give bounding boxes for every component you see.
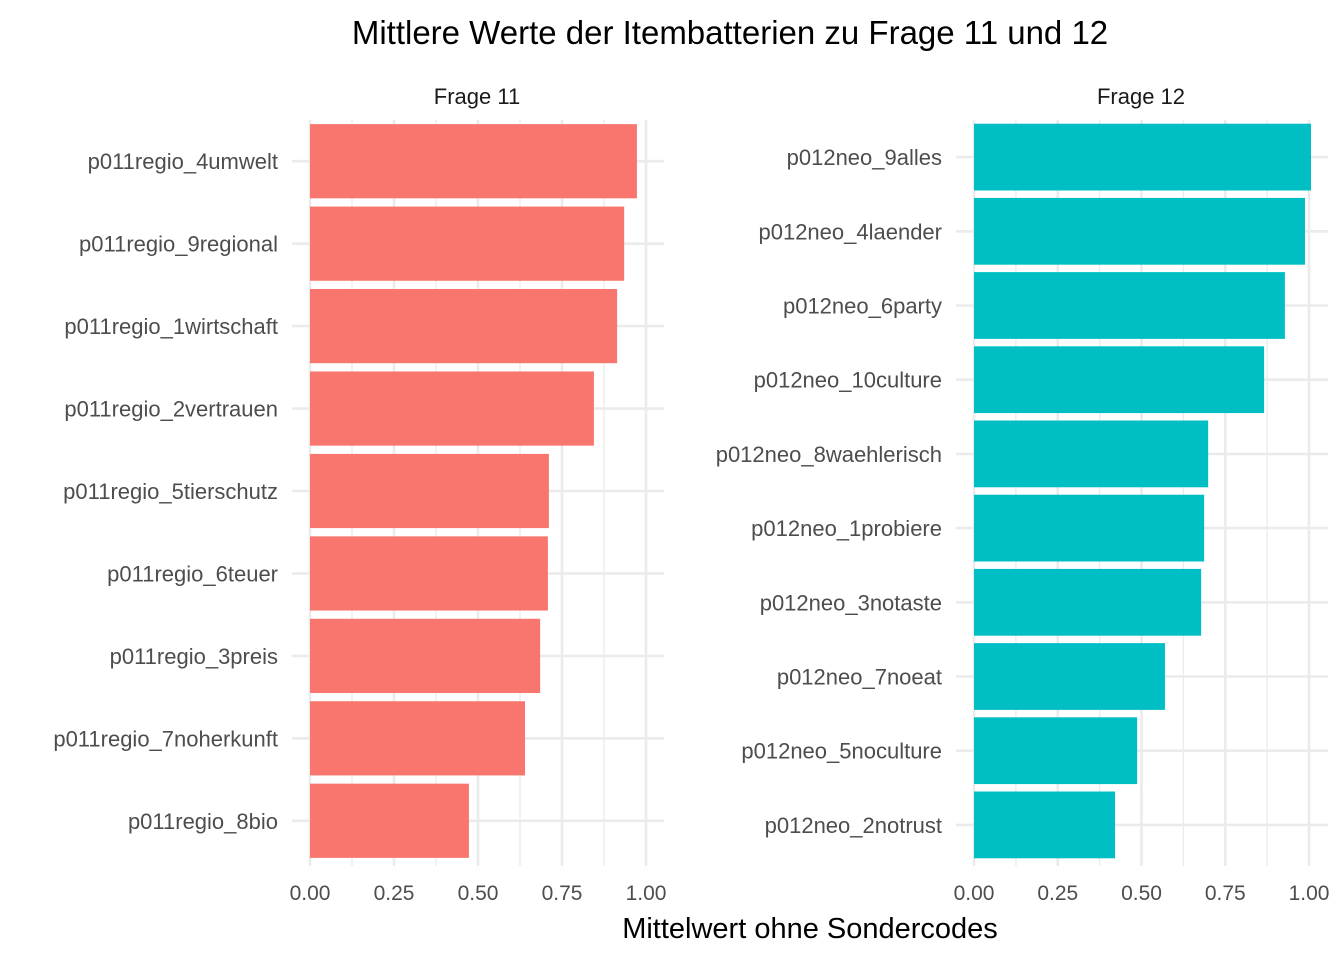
y-tick-label: p012neo_3notaste [760, 590, 942, 615]
bar-p011regio_5tierschutz [310, 453, 549, 529]
x-tick-label: 0.25 [1037, 882, 1078, 905]
bar-p012neo_6party [974, 272, 1285, 339]
y-tick-label: p011regio_7noherkunft [53, 726, 278, 751]
bar-p012neo_3notaste [974, 568, 1202, 636]
x-tick-label: 0.50 [458, 882, 499, 905]
panel-1-strip-label: Frage 11 [434, 84, 520, 109]
bar-p012neo_5noculture [974, 717, 1138, 785]
y-tick-label: p012neo_7noeat [777, 665, 942, 690]
y-tick-label: p012neo_10culture [754, 368, 942, 393]
y-tick-label: p012neo_1probiere [751, 516, 942, 541]
bar-p012neo_8waehlerisch [974, 420, 1209, 488]
y-tick-label: p011regio_1wirtschaft [64, 314, 278, 339]
bar-p011regio_1wirtschaft [310, 289, 618, 364]
x-tick-label: 0.00 [290, 882, 331, 905]
x-tick-label: 1.00 [626, 882, 667, 905]
y-tick-label: p012neo_6party [783, 294, 942, 319]
y-tick-label: p012neo_8waehlerisch [716, 442, 942, 467]
bar-p012neo_2notrust [974, 791, 1116, 859]
chart-title: Mittlere Werte der Itembatterien zu Frag… [352, 14, 1108, 51]
x-tick-label: 0.25 [374, 882, 415, 905]
bar-p011regio_3preis [310, 618, 541, 693]
y-tick-label: p011regio_2vertrauen [64, 397, 278, 422]
bar-p012neo_1probiere [974, 494, 1205, 562]
y-tick-label: p012neo_9alles [787, 145, 942, 170]
bar-p012neo_4laender [974, 197, 1305, 265]
bar-p011regio_8bio [310, 783, 469, 858]
bar-p012neo_10culture [974, 346, 1265, 414]
bar-p011regio_6teuer [310, 536, 548, 611]
y-tick-label: p011regio_3preis [110, 644, 278, 669]
y-tick-label: p011regio_8bio [128, 809, 278, 834]
x-tick-label: 0.50 [1121, 882, 1162, 905]
panel-frage-11: 0.00 0.25 0.50 0.75 1.00 p011regio_4umwelt p01… [53, 120, 666, 905]
bar-p012neo_7noeat [974, 643, 1165, 710]
panel-2-strip-label: Frage 12 [1097, 84, 1185, 109]
x-tick-label: 0.75 [1205, 882, 1246, 905]
x-tick-label: 0.75 [542, 882, 583, 905]
x-axis-label: Mittelwert ohne Sondercodes [622, 913, 998, 945]
panel-frage-12: 0.00 0.25 0.50 0.75 1.00 p012neo_9alles p012ne… [716, 120, 1330, 905]
bar-p011regio_2vertrauen [310, 371, 594, 446]
y-tick-label: p012neo_4laender [758, 219, 942, 244]
y-tick-label: p012neo_2notrust [765, 813, 942, 838]
y-tick-label: p011regio_5tierschutz [63, 479, 278, 504]
bar-p012neo_9alles [974, 123, 1312, 191]
x-tick-label: 0.00 [954, 882, 995, 905]
bar-p011regio_4umwelt [310, 124, 637, 199]
y-tick-label: p011regio_9regional [79, 232, 278, 257]
y-tick-label: p011regio_6teuer [107, 561, 278, 586]
y-tick-label: p012neo_5noculture [741, 739, 942, 764]
bar-p011regio_9regional [310, 206, 625, 281]
y-tick-label: p011regio_4umwelt [88, 149, 278, 174]
x-tick-label: 1.00 [1289, 882, 1330, 905]
bar-p011regio_7noherkunft [310, 701, 526, 776]
